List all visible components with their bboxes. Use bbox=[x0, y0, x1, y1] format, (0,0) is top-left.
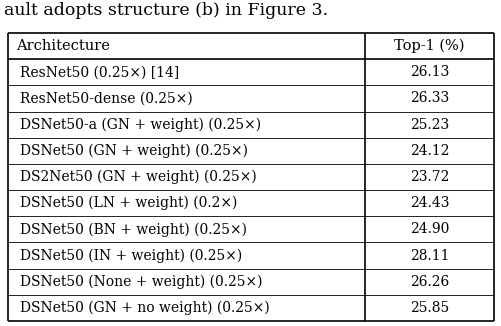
Text: 24.90: 24.90 bbox=[409, 222, 448, 236]
Text: 28.11: 28.11 bbox=[409, 248, 448, 262]
Text: DSNet50 (IN + weight) (0.25×): DSNet50 (IN + weight) (0.25×) bbox=[20, 248, 242, 263]
Text: 26.33: 26.33 bbox=[409, 92, 448, 105]
Text: DS2Net50 (GN + weight) (0.25×): DS2Net50 (GN + weight) (0.25×) bbox=[20, 170, 256, 184]
Text: 26.13: 26.13 bbox=[409, 65, 448, 79]
Text: DSNet50 (GN + no weight) (0.25×): DSNet50 (GN + no weight) (0.25×) bbox=[20, 301, 269, 315]
Text: ault adopts structure (b) in Figure 3.: ault adopts structure (b) in Figure 3. bbox=[4, 2, 328, 19]
Text: Top-1 (%): Top-1 (%) bbox=[394, 39, 464, 53]
Text: 24.12: 24.12 bbox=[409, 144, 448, 158]
Text: 25.23: 25.23 bbox=[409, 118, 448, 132]
Text: Architecture: Architecture bbox=[16, 39, 110, 53]
Text: 26.26: 26.26 bbox=[409, 275, 448, 289]
Text: DSNet50 (LN + weight) (0.2×): DSNet50 (LN + weight) (0.2×) bbox=[20, 196, 237, 210]
Text: DSNet50 (GN + weight) (0.25×): DSNet50 (GN + weight) (0.25×) bbox=[20, 144, 247, 158]
Text: DSNet50 (None + weight) (0.25×): DSNet50 (None + weight) (0.25×) bbox=[20, 274, 262, 289]
Text: 24.43: 24.43 bbox=[409, 196, 448, 210]
Text: ResNet50 (0.25×) [14]: ResNet50 (0.25×) [14] bbox=[20, 65, 179, 79]
Text: 25.85: 25.85 bbox=[409, 301, 448, 315]
Text: 23.72: 23.72 bbox=[409, 170, 448, 184]
Text: ResNet50-dense (0.25×): ResNet50-dense (0.25×) bbox=[20, 92, 192, 105]
Text: DSNet50-a (GN + weight) (0.25×): DSNet50-a (GN + weight) (0.25×) bbox=[20, 117, 261, 132]
Text: DSNet50 (BN + weight) (0.25×): DSNet50 (BN + weight) (0.25×) bbox=[20, 222, 246, 237]
